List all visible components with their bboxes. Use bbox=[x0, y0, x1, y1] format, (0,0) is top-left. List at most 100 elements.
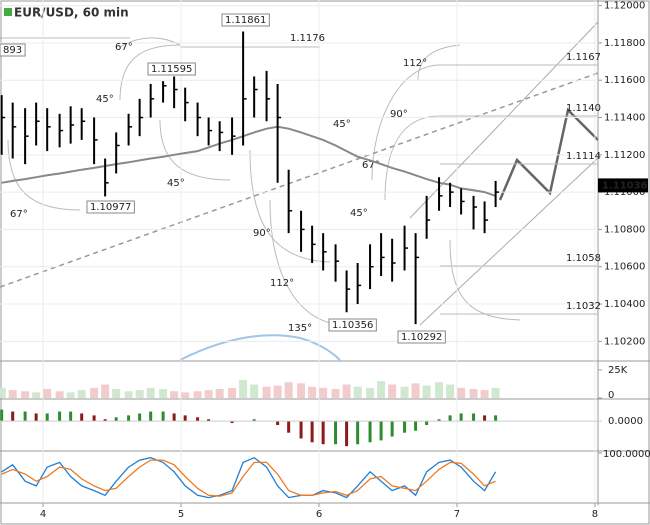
stoch-line bbox=[1, 456, 497, 499]
moving-average bbox=[1, 125, 496, 197]
angle-label: 112° bbox=[270, 278, 294, 289]
y-tick-label: 1.10400 bbox=[604, 299, 645, 310]
volume-bar bbox=[308, 386, 317, 398]
price-annotation: 1.11595 bbox=[151, 64, 192, 75]
annotation-box bbox=[86, 200, 135, 214]
volume-bar bbox=[43, 389, 52, 398]
current-price-label: 1.11036 bbox=[602, 180, 648, 191]
volume-bar bbox=[135, 390, 144, 398]
macd-bar bbox=[69, 411, 73, 422]
macd-bar bbox=[310, 421, 314, 443]
x-tick-label: 8 bbox=[592, 509, 598, 520]
volume-bar bbox=[388, 384, 397, 398]
macd-bar bbox=[114, 417, 118, 422]
macd-bar bbox=[172, 413, 176, 422]
macd-bar bbox=[183, 415, 187, 422]
macd-bar bbox=[34, 413, 38, 422]
y-tick-label: 1.10200 bbox=[604, 336, 645, 347]
macd-bar bbox=[0, 409, 4, 422]
volume-bar bbox=[411, 383, 420, 398]
volume-bar bbox=[66, 392, 75, 398]
macd-bar bbox=[299, 421, 303, 439]
y-tick-label: 1.11400 bbox=[604, 113, 645, 124]
volume-bar bbox=[124, 391, 133, 398]
macd-bar bbox=[414, 421, 418, 431]
angle-label: 45° bbox=[350, 208, 368, 219]
volume-bar bbox=[101, 384, 110, 398]
arc bbox=[119, 44, 181, 101]
price-annotation: 893 bbox=[3, 45, 22, 56]
annotation-box bbox=[328, 318, 377, 332]
angle-label: 90° bbox=[390, 109, 408, 120]
volume-bar bbox=[112, 389, 121, 398]
annotation-box bbox=[147, 62, 196, 76]
arc bbox=[371, 64, 441, 181]
volume-bar bbox=[32, 392, 41, 398]
volume-bar bbox=[297, 383, 306, 398]
arc bbox=[119, 37, 181, 48]
macd-bar bbox=[103, 419, 107, 422]
macd-bar bbox=[149, 411, 153, 422]
curve bbox=[179, 334, 341, 361]
volume-bar bbox=[146, 387, 155, 398]
price-annotation: 1.1140 bbox=[566, 103, 601, 114]
macd-bar bbox=[230, 421, 234, 424]
volume-bar bbox=[446, 384, 455, 398]
macd-bar bbox=[425, 421, 429, 425]
y-tick-label: 100.0000 bbox=[603, 449, 650, 460]
trend-line bbox=[0, 72, 599, 288]
volume-bar bbox=[457, 387, 466, 398]
angle-label: 45° bbox=[96, 94, 114, 105]
x-tick-label: 7 bbox=[454, 509, 460, 520]
macd-bar bbox=[494, 415, 498, 422]
y-tick-label: 0 bbox=[608, 390, 614, 401]
arc bbox=[417, 44, 461, 81]
volume-bar bbox=[193, 391, 202, 398]
macd-bar bbox=[459, 413, 463, 422]
icon bbox=[4, 8, 12, 16]
volume-bar bbox=[8, 390, 17, 398]
macd-bar bbox=[138, 413, 142, 422]
volume-bar bbox=[55, 391, 64, 398]
volume-bar bbox=[250, 384, 259, 398]
volume-bar bbox=[90, 387, 99, 398]
volume-bar bbox=[480, 390, 489, 398]
arc bbox=[269, 199, 341, 326]
macd-bar bbox=[207, 419, 211, 422]
annotation-box bbox=[0, 43, 26, 57]
volume-bar bbox=[435, 382, 444, 398]
volume-bar bbox=[215, 389, 224, 398]
x-tick-label: 6 bbox=[316, 509, 322, 520]
volume-bar bbox=[491, 387, 500, 398]
macd-bar bbox=[345, 421, 349, 447]
chart-title: EUR/USD, 60 min bbox=[14, 6, 129, 20]
volume-bar bbox=[422, 385, 431, 398]
macd-bar bbox=[11, 411, 15, 422]
volume-bar bbox=[204, 390, 213, 398]
y-tick-label: 0.0000 bbox=[608, 416, 643, 427]
macd-bar bbox=[23, 411, 27, 422]
y-tick-label: 1.11000 bbox=[604, 187, 645, 198]
volume-bar bbox=[342, 384, 351, 398]
angle-label: 67° bbox=[115, 42, 133, 53]
macd-bar bbox=[356, 421, 360, 445]
price-annotation: 1.1167 bbox=[566, 52, 601, 63]
y-tick-label: 25K bbox=[608, 365, 628, 376]
angle-label: 45° bbox=[167, 178, 185, 189]
arc bbox=[449, 239, 521, 321]
volume-bar bbox=[400, 386, 409, 398]
annotation-box bbox=[397, 330, 446, 344]
x-tick-label: 4 bbox=[40, 509, 46, 520]
volume-bar bbox=[273, 385, 282, 398]
y-tick-label: 1.10800 bbox=[604, 224, 645, 235]
stoch-line bbox=[1, 459, 496, 497]
macd-bar bbox=[403, 421, 407, 433]
macd-bar bbox=[437, 419, 441, 422]
price-annotation: 1.10977 bbox=[90, 202, 131, 213]
volume-bar bbox=[170, 391, 179, 398]
arc bbox=[249, 149, 331, 263]
volume-bar bbox=[159, 389, 168, 398]
macd-bar bbox=[92, 415, 96, 422]
